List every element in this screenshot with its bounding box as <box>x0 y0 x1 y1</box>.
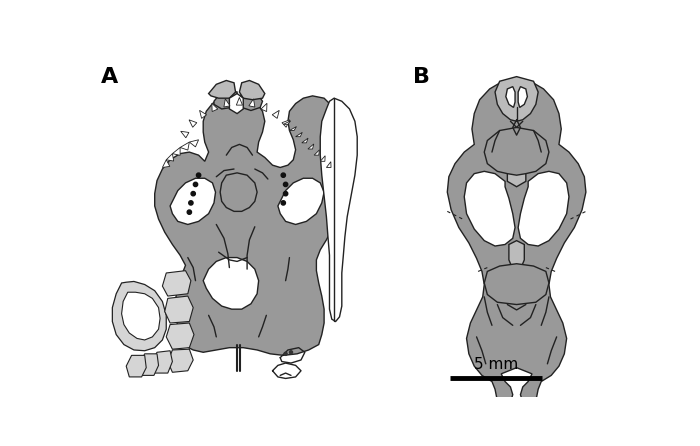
Circle shape <box>284 182 288 186</box>
Polygon shape <box>139 354 158 376</box>
Polygon shape <box>484 264 549 305</box>
Polygon shape <box>112 281 167 351</box>
Polygon shape <box>518 171 569 246</box>
Polygon shape <box>321 98 357 322</box>
Circle shape <box>284 191 288 196</box>
Polygon shape <box>484 128 549 175</box>
Polygon shape <box>189 120 197 127</box>
Circle shape <box>197 173 201 178</box>
Polygon shape <box>155 96 340 355</box>
Circle shape <box>290 351 293 354</box>
Polygon shape <box>284 121 290 124</box>
Polygon shape <box>239 80 265 100</box>
Polygon shape <box>308 144 314 149</box>
Polygon shape <box>126 355 146 377</box>
Polygon shape <box>162 271 191 296</box>
Polygon shape <box>181 131 189 138</box>
Polygon shape <box>495 77 538 121</box>
Polygon shape <box>302 138 308 143</box>
Text: A: A <box>101 67 118 87</box>
Polygon shape <box>164 296 193 323</box>
Polygon shape <box>518 87 527 107</box>
Polygon shape <box>237 97 242 105</box>
Polygon shape <box>122 292 160 340</box>
Polygon shape <box>172 148 180 155</box>
Polygon shape <box>249 99 255 107</box>
Polygon shape <box>220 173 257 211</box>
Polygon shape <box>321 156 326 161</box>
Polygon shape <box>170 178 216 224</box>
Polygon shape <box>295 132 302 136</box>
Polygon shape <box>167 153 174 161</box>
Polygon shape <box>506 87 515 107</box>
Polygon shape <box>290 127 297 131</box>
Polygon shape <box>209 80 235 98</box>
Polygon shape <box>203 258 258 309</box>
Polygon shape <box>212 103 218 112</box>
Circle shape <box>191 191 195 196</box>
Text: B: B <box>413 67 430 87</box>
Circle shape <box>187 210 192 214</box>
Polygon shape <box>272 110 279 118</box>
Polygon shape <box>199 110 206 118</box>
Circle shape <box>193 182 197 186</box>
Polygon shape <box>214 91 237 109</box>
Circle shape <box>284 352 287 355</box>
Polygon shape <box>230 94 244 114</box>
Polygon shape <box>168 349 193 372</box>
Polygon shape <box>508 164 526 187</box>
Text: 5 mm: 5 mm <box>474 357 518 372</box>
Polygon shape <box>282 120 290 127</box>
Circle shape <box>281 201 286 205</box>
Polygon shape <box>509 241 524 272</box>
Polygon shape <box>167 323 194 349</box>
Polygon shape <box>224 99 230 107</box>
Polygon shape <box>189 140 199 147</box>
Circle shape <box>189 201 193 205</box>
Polygon shape <box>239 91 262 111</box>
Polygon shape <box>162 160 170 168</box>
Polygon shape <box>314 150 319 155</box>
Polygon shape <box>261 103 267 112</box>
Polygon shape <box>464 171 515 246</box>
Polygon shape <box>278 178 324 224</box>
Polygon shape <box>326 162 331 168</box>
Polygon shape <box>180 142 189 150</box>
Polygon shape <box>447 79 586 405</box>
Circle shape <box>281 173 286 178</box>
Polygon shape <box>151 351 172 373</box>
